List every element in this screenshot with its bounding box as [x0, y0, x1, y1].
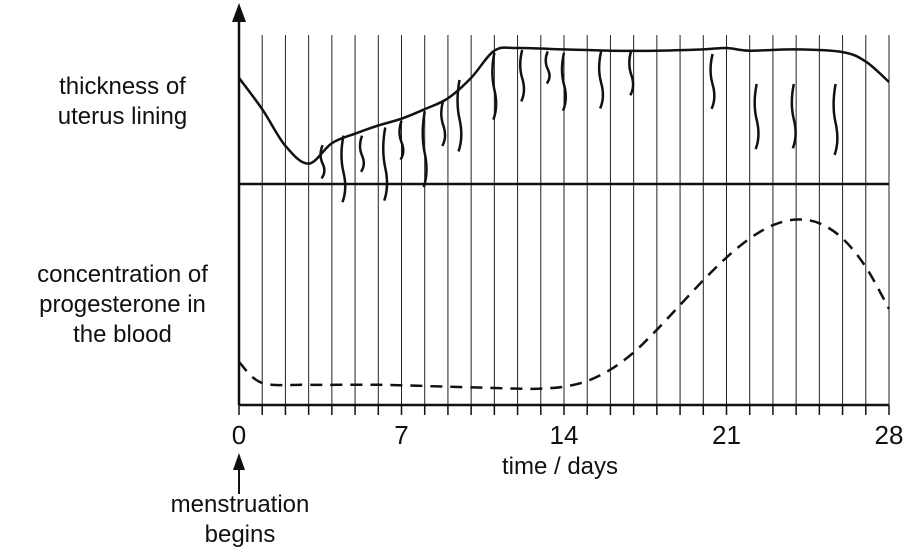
- day-gridlines: [261, 35, 890, 405]
- uterus-lining-label-line2: uterus lining: [57, 103, 188, 130]
- progesterone-label: concentration of progesterone in the blo…: [0, 260, 245, 350]
- lining-shred-mark: [398, 120, 405, 161]
- uterus-lining-label-line1: thickness of: [59, 73, 186, 100]
- lining-shred-mark: [518, 49, 526, 102]
- uterus-lining-thickness-curve: [238, 46, 890, 165]
- lining-shred-mark: [628, 49, 635, 96]
- lining-shred-mark: [753, 83, 760, 150]
- x-axis-label: time / days: [501, 453, 619, 480]
- x-tick-label: 0: [231, 420, 247, 450]
- lining-shred-mark: [440, 99, 447, 147]
- x-tick-label: 28: [874, 420, 904, 450]
- lining-shred-mark: [340, 135, 347, 203]
- lining-shred-mark: [456, 79, 463, 152]
- lining-shred-mark: [319, 144, 326, 180]
- uterus-lining-breakdown-marks: [319, 49, 839, 203]
- progesterone-label-line1: concentration of: [37, 261, 208, 288]
- lining-shred-mark: [790, 83, 797, 149]
- lining-shred-mark: [560, 52, 567, 112]
- lining-shred-mark: [544, 50, 551, 85]
- menstruation-begins-line1: menstruation: [170, 491, 310, 518]
- lining-shred-mark: [382, 127, 389, 202]
- progesterone-concentration-curve: [238, 218, 891, 391]
- menstruation-arrowhead: [233, 453, 245, 470]
- x-tick-label: 7: [394, 420, 409, 450]
- x-tick-marks: [238, 405, 890, 415]
- x-tick-label: 14: [549, 420, 579, 450]
- lining-shred-mark: [491, 52, 498, 121]
- lining-shred-mark: [358, 135, 366, 173]
- lining-shred-mark: [832, 83, 839, 156]
- progesterone-label-line2: progesterone in: [39, 291, 206, 318]
- uterus-lining-label: thickness of uterus lining: [20, 72, 225, 132]
- y-axis-arrowhead: [232, 3, 246, 22]
- lining-shred-mark: [597, 51, 605, 110]
- lining-shred-mark: [709, 53, 716, 110]
- menstruation-begins-line2: begins: [204, 521, 276, 548]
- x-tick-label: 21: [712, 420, 741, 450]
- progesterone-label-line3: the blood: [73, 321, 172, 348]
- menstruation-begins-label: menstruation begins: [140, 490, 340, 550]
- lining-shred-mark: [421, 110, 428, 188]
